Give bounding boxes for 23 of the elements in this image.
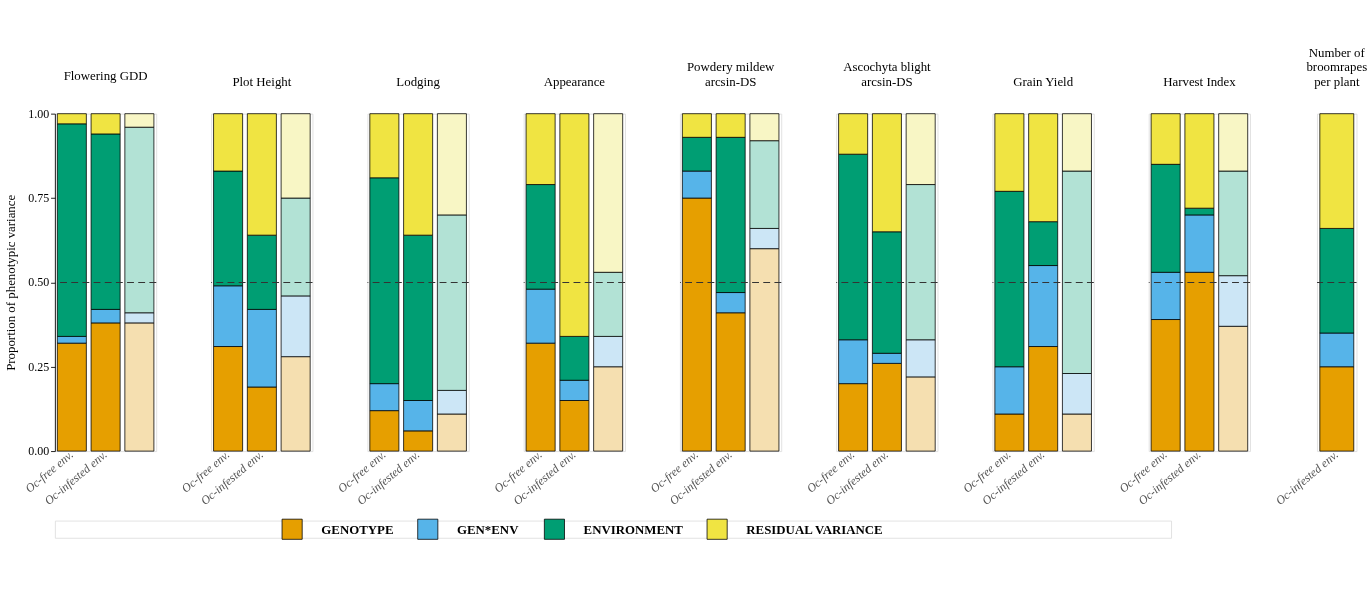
text: arcsin-DS [704, 74, 757, 89]
text: Plot Height [232, 74, 292, 89]
text: Number of [1308, 45, 1365, 60]
y-tick-label: 0.50 [28, 275, 50, 290]
legend-label: RESIDUAL VARIANCE [746, 522, 883, 537]
text: Grain Yield [1013, 74, 1074, 89]
text: Powdery mildew [686, 60, 775, 75]
legend-label: GEN*ENV [456, 522, 520, 537]
y-tick-label: 0.25 [28, 359, 50, 374]
y-axis-title: Proportion of phenotypic variance [4, 194, 19, 371]
text: per plant [1314, 74, 1360, 89]
legend-label: ENVIRONMENT [583, 522, 684, 537]
y-tick-label: 0.75 [28, 190, 50, 205]
legend-label: GENOTYPE [321, 522, 394, 537]
text: Lodging [396, 74, 440, 89]
text: Ascochyta blight [843, 60, 931, 75]
text: Appearance [543, 74, 606, 89]
y-tick-label: 1.00 [28, 106, 50, 121]
text: Harvest Index [1163, 74, 1236, 89]
text: arcsin-DS [861, 74, 913, 89]
y-tick-label: 0.00 [28, 443, 50, 458]
text: broomrapes [1306, 60, 1368, 75]
text: Flowering GDD [63, 69, 148, 84]
